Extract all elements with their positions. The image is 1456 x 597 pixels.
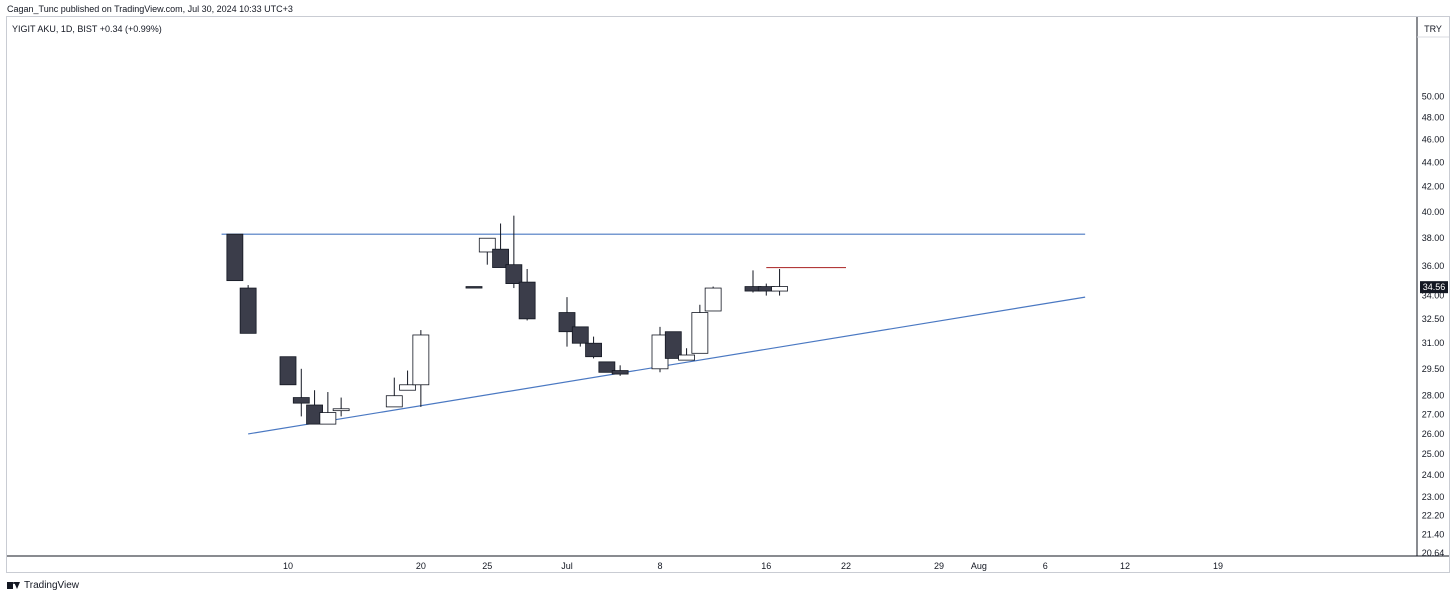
candle-body: [611, 370, 629, 375]
x-tick-label: Jul: [561, 561, 573, 571]
candle-body: [412, 334, 430, 386]
footer-brand: TradingView: [24, 580, 80, 591]
candle-body: [571, 326, 589, 344]
candle-body: [691, 312, 709, 354]
y-tick-label: 28.00: [1422, 391, 1445, 401]
symbol-info: YIGIT AKU, 1D, BIST +0.34 (+0.99%): [12, 24, 162, 34]
y-tick-label: 48.00: [1422, 113, 1445, 123]
footer[interactable]: TradingView: [7, 580, 79, 591]
y-tick-label: 29.50: [1422, 364, 1445, 374]
candle-body: [678, 354, 695, 361]
y-tick-label: 32.50: [1422, 314, 1445, 324]
chart-frame: YIGIT AKU, 1D, BIST +0.34 (+0.99%) TRY 50.…: [6, 16, 1450, 573]
x-tick-label: 10: [283, 561, 293, 571]
x-tick-label: 16: [761, 561, 771, 571]
tradingview-logo-icon: [7, 581, 21, 590]
candle-body: [279, 356, 297, 386]
publish-info: Cagan_Tunc published on TradingView.com,…: [7, 4, 293, 14]
x-tick-label: 29: [934, 561, 944, 571]
y-tick-label: 46.00: [1422, 135, 1445, 145]
x-tick-label: 22: [841, 561, 851, 571]
y-tick-label: 50.00: [1422, 92, 1445, 102]
candle-body: [704, 287, 722, 312]
candle-body: [771, 286, 788, 292]
x-tick-label: 6: [1043, 561, 1048, 571]
y-tick-label: 40.00: [1422, 207, 1445, 217]
y-tick-label: 34.00: [1422, 291, 1445, 301]
last-price-label: 34.56: [1423, 282, 1446, 292]
x-tick-label: 20: [416, 561, 426, 571]
candle-body: [239, 287, 257, 334]
x-tick-label: 8: [657, 561, 662, 571]
x-tick-label: Aug: [971, 561, 987, 571]
candle-body: [226, 233, 244, 282]
y-tick-label: 22.20: [1422, 510, 1445, 520]
x-tick-label: 19: [1213, 561, 1223, 571]
candle-body: [598, 361, 616, 373]
currency-label: TRY: [1424, 24, 1442, 34]
y-tick-label: 23.00: [1422, 492, 1445, 502]
candle-body: [518, 281, 536, 320]
candle-body: [492, 248, 509, 268]
x-tick-label: 25: [482, 561, 492, 571]
candle-body: [664, 331, 682, 359]
y-tick-label: 36.00: [1422, 261, 1445, 271]
candle-body: [478, 237, 496, 253]
y-tick-label: 21.40: [1422, 529, 1445, 539]
candle-body: [465, 286, 483, 289]
candlestick-chart[interactable]: YIGIT AKU, 1D, BIST +0.34 (+0.99%) TRY 50.…: [7, 17, 1449, 572]
y-tick-label: 25.00: [1422, 449, 1445, 459]
y-tick-label: 31.00: [1422, 338, 1445, 348]
y-tick-label: 44.00: [1422, 158, 1445, 168]
last-price-badge: [1420, 281, 1448, 294]
candle-body: [505, 264, 523, 284]
y-tick-label: 27.00: [1422, 409, 1445, 419]
y-tick-label: 38.00: [1422, 233, 1445, 243]
candle-body: [399, 384, 416, 391]
candle-body: [558, 312, 576, 333]
y-tick-label: 26.00: [1422, 429, 1445, 439]
candle-body: [585, 342, 602, 358]
candle-body: [319, 412, 337, 425]
y-tick-label: 24.00: [1422, 470, 1445, 480]
candle-body: [332, 408, 350, 412]
candle-body: [292, 397, 310, 404]
x-tick-label: 12: [1120, 561, 1130, 571]
y-tick-label: 42.00: [1422, 182, 1445, 192]
y-tick-label: 20.64: [1422, 548, 1445, 558]
candle-body: [385, 395, 403, 408]
